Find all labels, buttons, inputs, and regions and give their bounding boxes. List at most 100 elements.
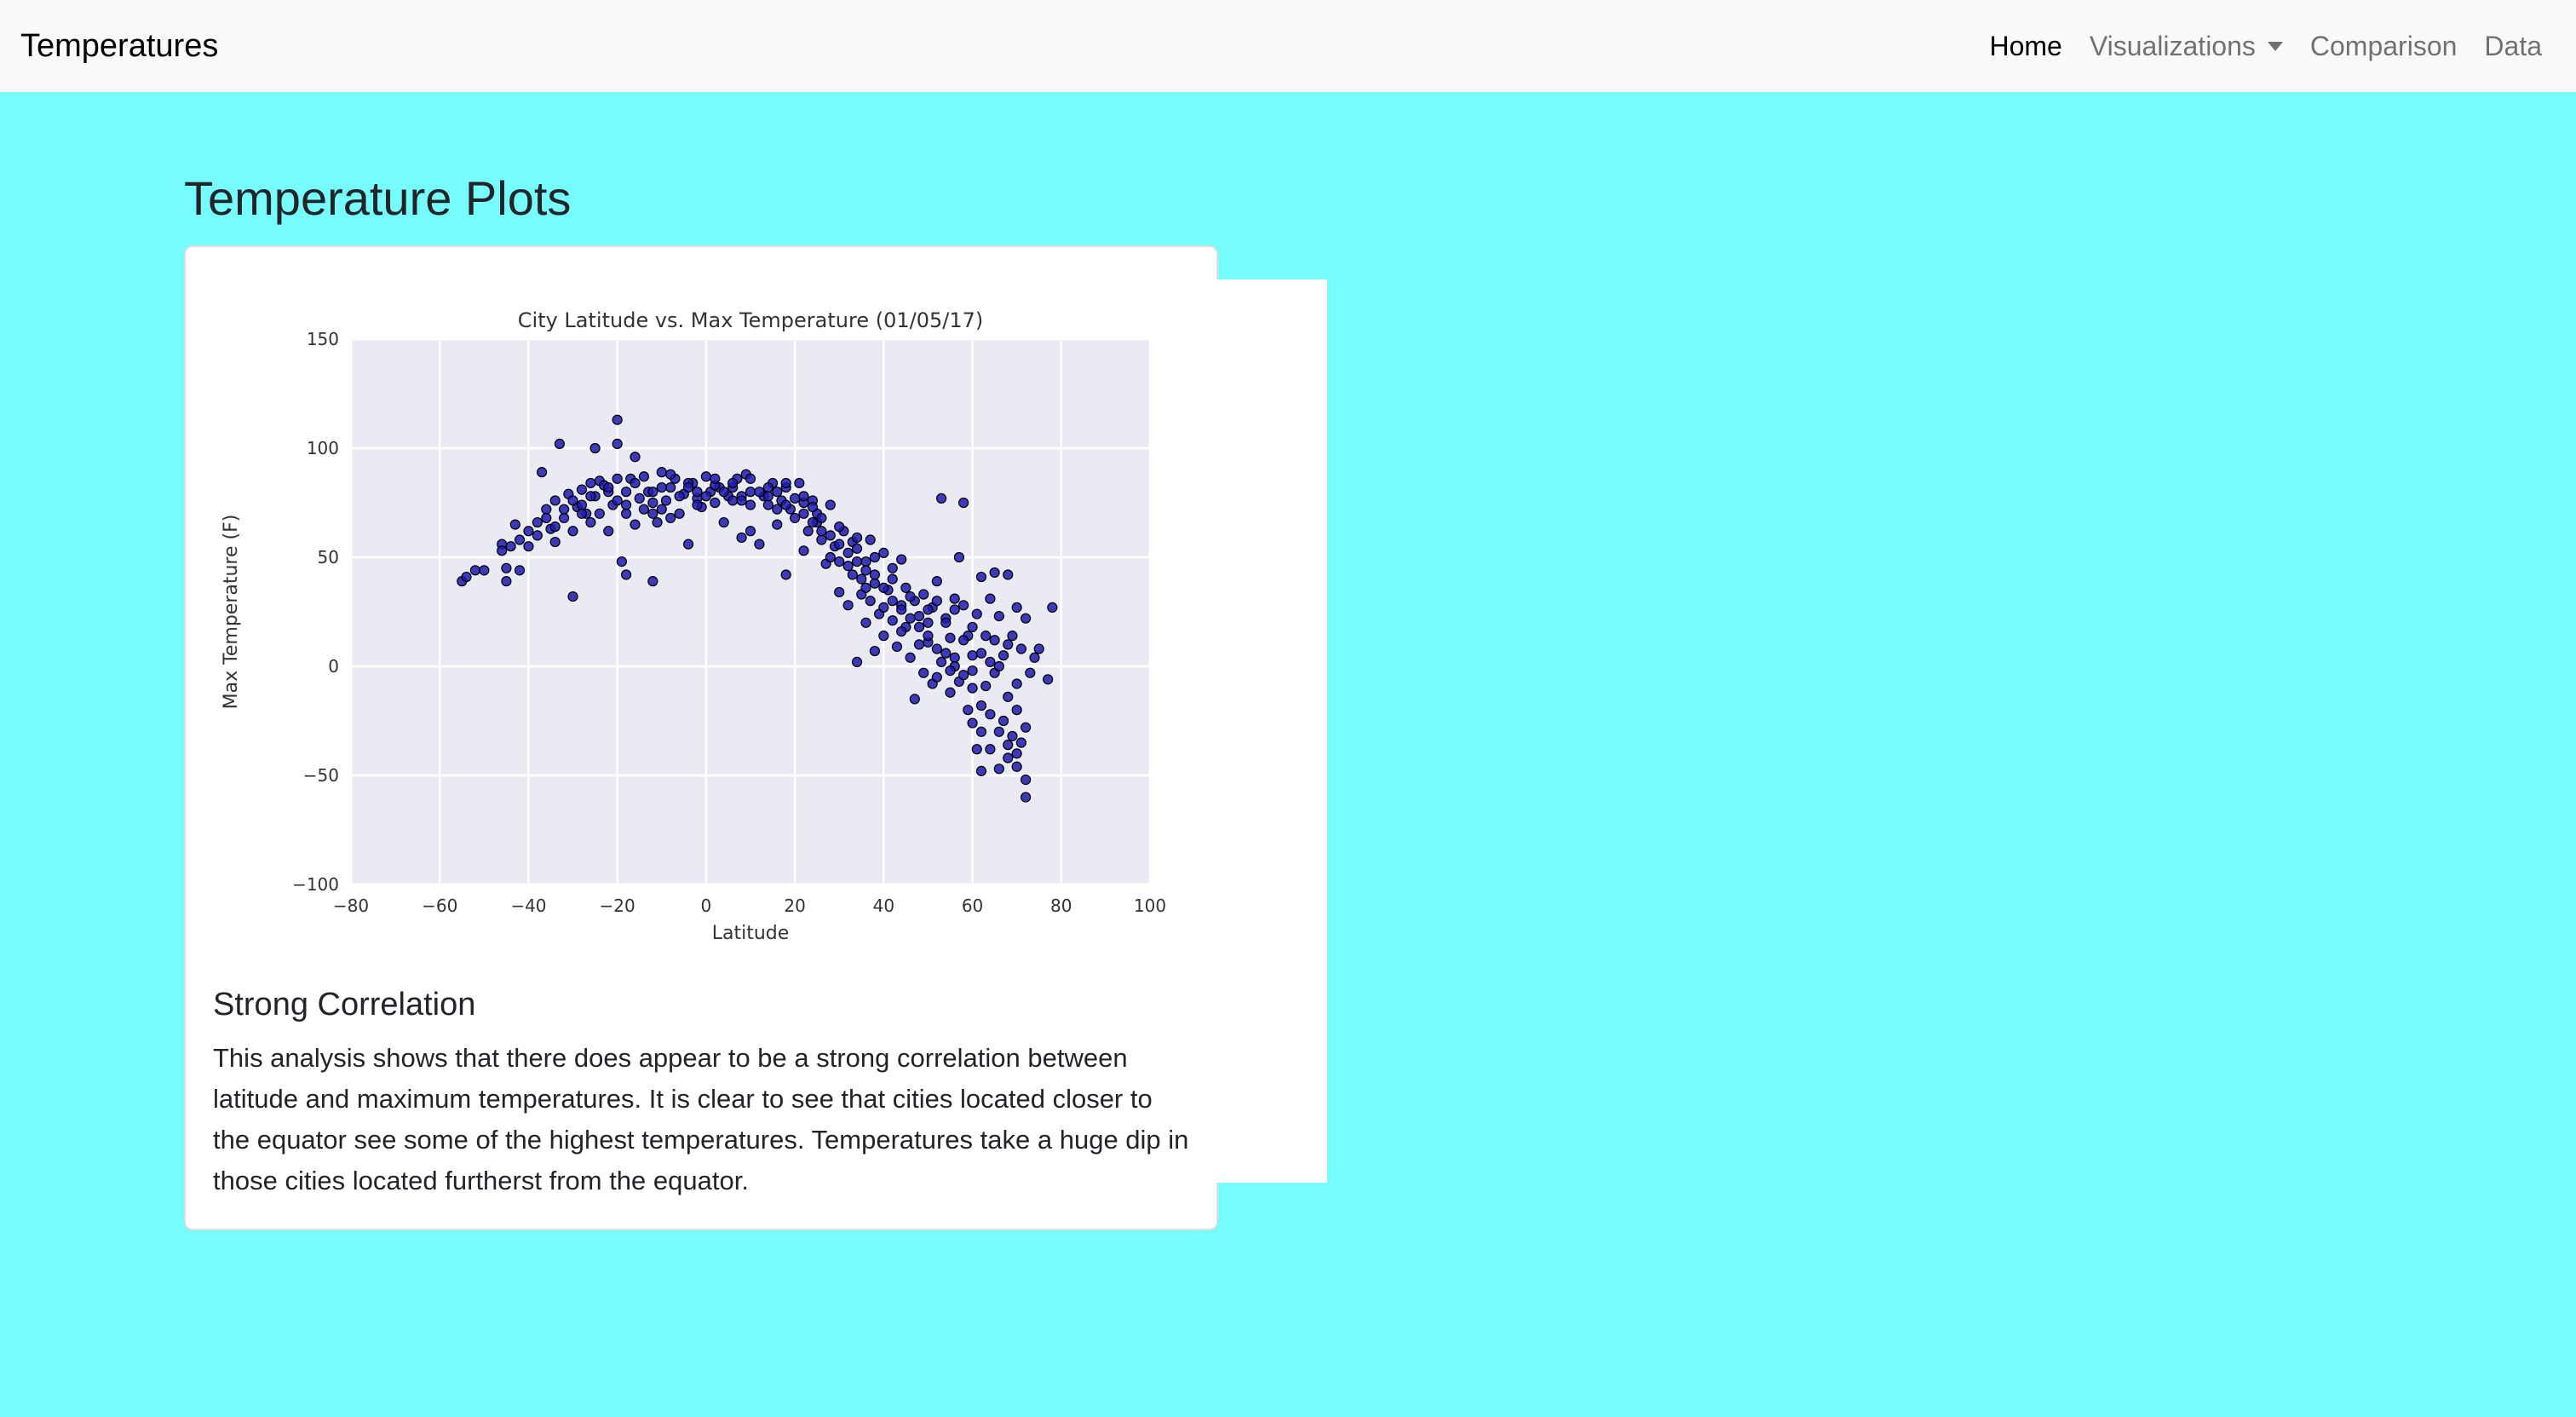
- data-point: [865, 534, 876, 545]
- y-tick-label: 150: [307, 329, 339, 349]
- data-point: [554, 438, 566, 449]
- data-point: [967, 683, 978, 694]
- x-tick-label: 100: [1134, 896, 1166, 916]
- data-point: [718, 487, 729, 498]
- data-point: [745, 473, 756, 484]
- data-point: [638, 504, 650, 515]
- data-point: [865, 596, 876, 607]
- data-point: [497, 545, 508, 556]
- y-tick-label: 0: [328, 656, 339, 677]
- data-point: [567, 495, 578, 506]
- data-point: [847, 569, 858, 580]
- data-point: [860, 565, 871, 576]
- data-point: [762, 481, 773, 493]
- data-point: [1011, 748, 1022, 759]
- y-tick-labels: 150 100 50 0 −50 −100: [292, 329, 339, 895]
- data-point: [585, 477, 596, 489]
- data-point: [1047, 602, 1058, 613]
- data-point: [905, 652, 916, 663]
- data-point: [985, 593, 996, 604]
- plot-area: [351, 339, 1150, 884]
- x-tick-labels: −80 −60 −40 −20 0 20 40 60 80 100: [333, 896, 1166, 916]
- data-point: [1033, 643, 1044, 654]
- data-point: [762, 499, 773, 510]
- data-point: [985, 656, 996, 667]
- data-point: [896, 554, 907, 565]
- data-point: [576, 499, 588, 510]
- data-point: [745, 487, 756, 498]
- data-point: [834, 556, 845, 567]
- data-point: [647, 487, 658, 498]
- data-point: [576, 484, 588, 495]
- data-point: [1020, 613, 1032, 624]
- x-tick-label: 20: [784, 896, 805, 916]
- y-tick-label: 50: [318, 547, 339, 567]
- data-point: [745, 499, 756, 510]
- data-point: [931, 576, 942, 587]
- data-point: [975, 765, 987, 776]
- data-point: [647, 508, 658, 519]
- chart-title: City Latitude vs. Max Temperature (01/05…: [518, 308, 983, 332]
- data-point: [913, 639, 925, 650]
- data-point: [842, 547, 854, 558]
- data-point: [585, 516, 596, 528]
- data-point: [860, 617, 871, 628]
- data-point: [745, 526, 756, 537]
- nav-home[interactable]: Home: [1989, 30, 2062, 61]
- data-point: [869, 578, 881, 589]
- data-point: [949, 652, 960, 663]
- data-point: [647, 576, 658, 587]
- data-point: [612, 438, 623, 449]
- data-point: [630, 452, 641, 463]
- nav-visualizations-dropdown[interactable]: Visualizations: [2076, 31, 2297, 62]
- data-point: [963, 705, 974, 716]
- data-point: [612, 495, 623, 506]
- data-point: [958, 670, 969, 681]
- data-point: [993, 763, 1004, 775]
- nav-visualizations-label: Visualizations: [2089, 30, 2256, 61]
- data-point: [612, 414, 623, 425]
- nav-comparison[interactable]: Comparison: [2309, 30, 2458, 61]
- data-point: [656, 467, 667, 478]
- data-point: [727, 477, 739, 489]
- data-point: [674, 508, 685, 519]
- data-point: [869, 569, 881, 580]
- data-point: [967, 621, 978, 633]
- data-point: [1011, 678, 1022, 689]
- data-point: [523, 526, 534, 537]
- data-point: [559, 512, 570, 524]
- data-point: [967, 665, 978, 677]
- data-point: [1029, 652, 1040, 663]
- data-point: [918, 589, 929, 600]
- data-point: [541, 512, 552, 524]
- data-point: [682, 481, 694, 493]
- data-point: [1007, 730, 1018, 742]
- data-point: [945, 632, 956, 643]
- data-point: [993, 726, 1004, 737]
- data-point: [887, 573, 898, 585]
- data-point: [501, 576, 512, 587]
- data-point: [993, 611, 1004, 622]
- data-point: [931, 596, 942, 607]
- data-point: [1003, 740, 1014, 751]
- brand-link[interactable]: Temperatures: [20, 27, 219, 64]
- data-point: [700, 491, 711, 502]
- data-point: [842, 600, 854, 611]
- data-point: [692, 487, 703, 498]
- data-point: [620, 499, 632, 510]
- y-tick-label: 100: [307, 438, 339, 458]
- data-point: [798, 491, 809, 502]
- data-point: [603, 526, 614, 537]
- data-point: [674, 491, 685, 502]
- data-point: [975, 726, 987, 737]
- data-point: [1003, 569, 1014, 580]
- data-point: [989, 635, 1000, 646]
- data-point: [945, 687, 956, 698]
- data-point: [869, 551, 881, 563]
- data-point: [993, 660, 1004, 672]
- data-point: [975, 571, 987, 583]
- data-point: [549, 536, 561, 548]
- nav-data[interactable]: Data: [2484, 30, 2542, 61]
- data-point: [790, 512, 801, 524]
- data-point: [682, 539, 694, 550]
